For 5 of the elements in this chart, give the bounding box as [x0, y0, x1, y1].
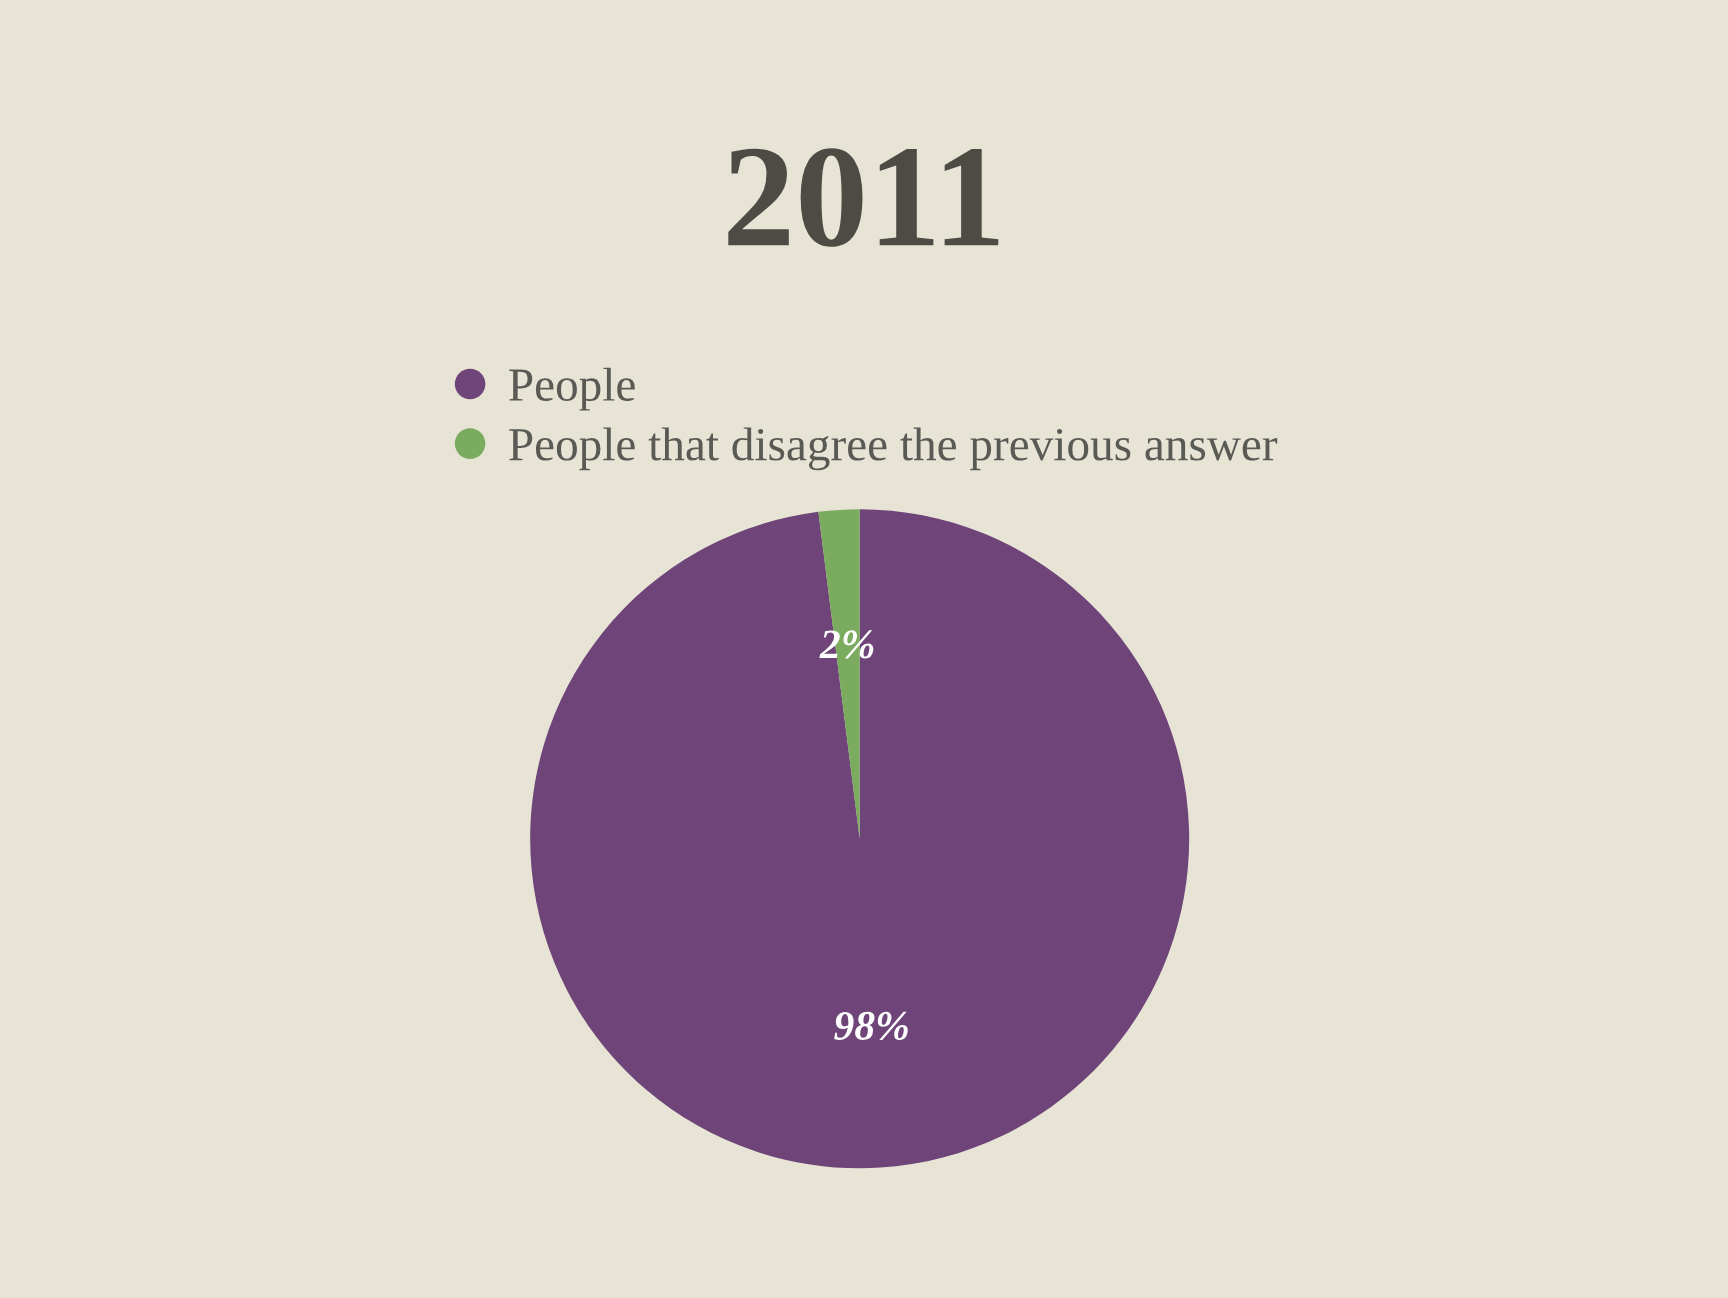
data-label: 98%: [834, 1011, 908, 1041]
legend-label: People that disagree the previous answer: [509, 427, 1278, 471]
chart-title: 2011: [728, 148, 999, 247]
legend-label: People: [509, 367, 635, 411]
pie-slice: [530, 509, 1190, 1169]
